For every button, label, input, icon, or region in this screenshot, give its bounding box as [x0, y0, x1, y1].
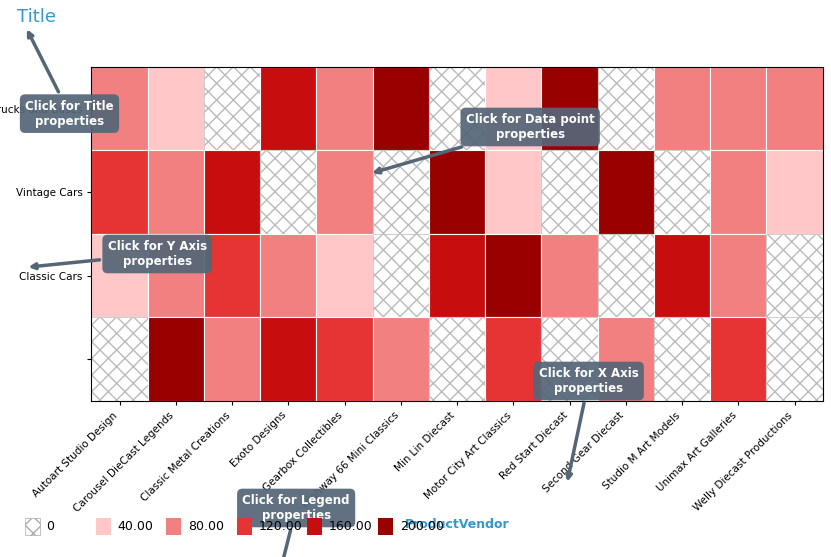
Bar — [148, 67, 204, 150]
Text: 40.00: 40.00 — [117, 520, 153, 533]
Bar — [372, 150, 429, 234]
Bar — [91, 317, 148, 401]
Bar — [372, 150, 429, 234]
Bar — [372, 67, 429, 150]
Bar — [429, 67, 485, 150]
Bar — [317, 317, 372, 401]
Bar — [148, 150, 204, 234]
Text: Click for Title
properties: Click for Title properties — [25, 33, 114, 128]
Text: 200.00: 200.00 — [400, 520, 444, 533]
Text: Click for Legend
properties: Click for Legend properties — [243, 494, 350, 557]
Text: Click for Y Axis
properties: Click for Y Axis properties — [32, 240, 207, 268]
Bar — [260, 150, 317, 234]
Bar — [597, 150, 654, 234]
Bar — [654, 150, 711, 234]
Bar — [204, 317, 260, 401]
Bar — [654, 150, 711, 234]
Text: 160.00: 160.00 — [329, 520, 373, 533]
X-axis label: ProductVendor: ProductVendor — [405, 518, 509, 531]
Bar — [654, 317, 711, 401]
Bar — [429, 67, 485, 150]
Bar — [597, 317, 654, 401]
Bar — [317, 67, 372, 150]
Bar — [148, 234, 204, 317]
Bar — [542, 150, 597, 234]
Text: 120.00: 120.00 — [258, 520, 302, 533]
Bar — [542, 317, 597, 401]
Bar — [597, 234, 654, 317]
Text: Click for Data point
properties: Click for Data point properties — [376, 113, 594, 173]
Text: Title: Title — [17, 8, 56, 26]
Text: 80.00: 80.00 — [188, 520, 224, 533]
Bar — [766, 67, 823, 150]
Bar — [91, 150, 148, 234]
Bar — [766, 317, 823, 401]
Bar — [372, 234, 429, 317]
Text: 0: 0 — [47, 520, 55, 533]
Bar — [542, 150, 597, 234]
Bar — [372, 234, 429, 317]
Bar — [91, 317, 148, 401]
Bar — [766, 234, 823, 317]
Bar — [542, 67, 597, 150]
Bar — [91, 67, 148, 150]
Bar — [711, 67, 766, 150]
Bar — [654, 317, 711, 401]
Bar — [260, 317, 317, 401]
Bar — [542, 317, 597, 401]
Bar — [766, 150, 823, 234]
Text: Click for X Axis
properties: Click for X Axis properties — [538, 367, 638, 478]
Bar — [597, 67, 654, 150]
Bar — [711, 317, 766, 401]
Bar — [260, 234, 317, 317]
Bar — [597, 67, 654, 150]
Bar — [711, 234, 766, 317]
Bar — [766, 317, 823, 401]
Bar — [317, 150, 372, 234]
Bar — [429, 317, 485, 401]
Bar — [317, 234, 372, 317]
Bar — [204, 150, 260, 234]
Bar — [654, 234, 711, 317]
Bar — [372, 317, 429, 401]
Bar — [485, 67, 542, 150]
Bar — [711, 150, 766, 234]
Bar — [654, 67, 711, 150]
Bar — [766, 234, 823, 317]
Bar — [260, 150, 317, 234]
Bar — [204, 234, 260, 317]
Bar — [429, 150, 485, 234]
Bar — [204, 67, 260, 150]
Bar — [204, 67, 260, 150]
Bar — [542, 234, 597, 317]
Bar — [91, 234, 148, 317]
Bar — [429, 317, 485, 401]
Bar — [485, 150, 542, 234]
Bar — [485, 234, 542, 317]
Bar — [485, 317, 542, 401]
Bar — [260, 67, 317, 150]
Bar — [429, 234, 485, 317]
Bar — [597, 234, 654, 317]
Bar — [148, 317, 204, 401]
